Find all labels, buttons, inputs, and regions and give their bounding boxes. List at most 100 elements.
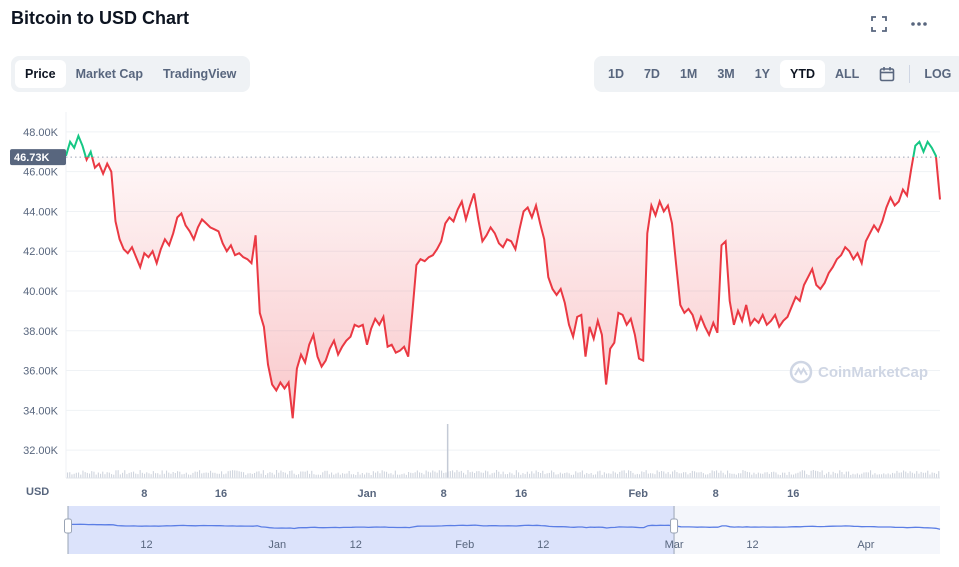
volume-bar	[456, 470, 458, 478]
price-chart[interactable]: 32.00K 34.00K 36.00K 38.00K 40.00K 42.00K 44.0…	[0, 100, 959, 567]
volume-bar	[610, 473, 612, 478]
volume-bar	[168, 472, 170, 478]
volume-bar	[535, 470, 537, 478]
volume-bar	[920, 471, 922, 478]
volume-bar	[196, 471, 198, 478]
range-1d[interactable]: 1D	[608, 67, 624, 81]
volume-bar	[797, 472, 799, 478]
volume-bar	[559, 472, 561, 478]
y-tick-label: 40.00K	[23, 286, 59, 298]
volume-bar	[199, 470, 201, 478]
volume-bar	[707, 474, 709, 478]
navigator-handle-left[interactable]	[64, 518, 72, 534]
volume-bar	[139, 470, 141, 478]
volume-bar	[256, 471, 258, 478]
range-navigator[interactable]: 12 Jan 12 Feb 12 Mar 12 Apr	[64, 506, 941, 554]
volume-bar	[911, 472, 913, 478]
volume-bar	[529, 473, 531, 478]
volume-bar	[606, 473, 608, 478]
volume-bar	[315, 474, 317, 478]
volume-bar	[623, 470, 625, 478]
volume-bar	[416, 470, 418, 478]
volume-bar	[843, 474, 845, 478]
tab-price[interactable]: Price	[15, 60, 66, 88]
navigator-label: Feb	[455, 539, 474, 551]
volume-bar	[293, 473, 295, 478]
volume-bar	[469, 472, 471, 478]
navigator-label: 12	[140, 539, 152, 551]
navigator-label: Mar	[665, 539, 684, 551]
volume-bar	[830, 474, 832, 478]
volume-bar	[282, 472, 284, 478]
volume-bar	[306, 470, 308, 478]
volume-bar	[163, 473, 165, 478]
volume-bar	[584, 474, 586, 478]
volume-bar	[892, 472, 894, 478]
volume-bar	[632, 472, 634, 478]
volume-bar	[111, 474, 113, 478]
y-axis: 32.00K 34.00K 36.00K 38.00K 40.00K 42.00K 44.0…	[23, 127, 59, 457]
volume-bar	[914, 473, 916, 478]
calendar-button[interactable]	[869, 60, 905, 88]
volume-bar	[421, 472, 423, 478]
volume-bar	[419, 472, 421, 478]
volume-bar	[247, 473, 249, 478]
volume-bar	[909, 471, 911, 478]
tab-market-cap[interactable]: Market Cap	[75, 67, 143, 81]
y-tick-label: 46.00K	[23, 167, 59, 179]
range-1m[interactable]: 1M	[679, 67, 698, 81]
volume-bar	[658, 471, 660, 478]
volume-bar	[925, 472, 927, 478]
volume-bar	[898, 472, 900, 478]
volume-bar	[513, 474, 515, 478]
volume-bar	[751, 474, 753, 478]
range-7d[interactable]: 7D	[643, 67, 660, 81]
range-ytd[interactable]: YTD	[780, 60, 826, 88]
range-tabs: 1D 7D 1M 3M 1Y YTD ALL LOG	[594, 56, 959, 92]
navigator-handle-right[interactable]	[670, 518, 679, 534]
volume-bar	[753, 472, 755, 478]
volume-bars	[67, 424, 940, 478]
y-tick-label: 36.00K	[23, 366, 59, 378]
volume-bar	[711, 470, 713, 478]
volume-bar	[500, 474, 502, 478]
volume-bar	[577, 472, 579, 478]
volume-bar	[452, 470, 454, 478]
volume-bar	[172, 472, 174, 478]
volume-bar	[89, 473, 91, 478]
volume-bar	[491, 473, 493, 478]
navigator-label: 12	[537, 539, 549, 551]
volume-bar	[331, 472, 333, 478]
range-1y[interactable]: 1Y	[754, 67, 771, 81]
volume-bar	[405, 474, 407, 478]
page-title: Bitcoin to USD Chart	[11, 8, 189, 28]
volume-bar	[771, 472, 773, 478]
volume-bar	[507, 474, 509, 478]
volume-bar	[933, 472, 935, 478]
volume-bar	[93, 471, 95, 478]
volume-bar	[562, 473, 564, 478]
more-horizontal-icon[interactable]	[909, 14, 929, 34]
volume-bar	[590, 473, 592, 478]
volume-bar	[212, 472, 214, 478]
volume-bar	[485, 470, 487, 478]
volume-bar	[148, 473, 150, 478]
range-3m[interactable]: 3M	[717, 67, 735, 81]
volume-bar	[863, 472, 865, 478]
tab-tradingview[interactable]: TradingView	[162, 67, 237, 81]
volume-bar	[304, 471, 306, 478]
volume-bar	[874, 473, 876, 478]
log-toggle[interactable]: LOG	[924, 67, 952, 81]
fullscreen-icon[interactable]	[869, 14, 889, 34]
range-all[interactable]: ALL	[835, 67, 860, 81]
volume-bar	[537, 472, 539, 478]
volume-bar	[588, 473, 590, 478]
volume-bar	[185, 472, 187, 478]
volume-bar	[881, 474, 883, 478]
navigator-selection[interactable]	[68, 506, 675, 554]
volume-bar	[865, 472, 867, 478]
navigator-label: 12	[746, 539, 758, 551]
volume-bar	[630, 471, 632, 478]
volume-bar	[696, 472, 698, 478]
volume-bar	[379, 473, 381, 478]
